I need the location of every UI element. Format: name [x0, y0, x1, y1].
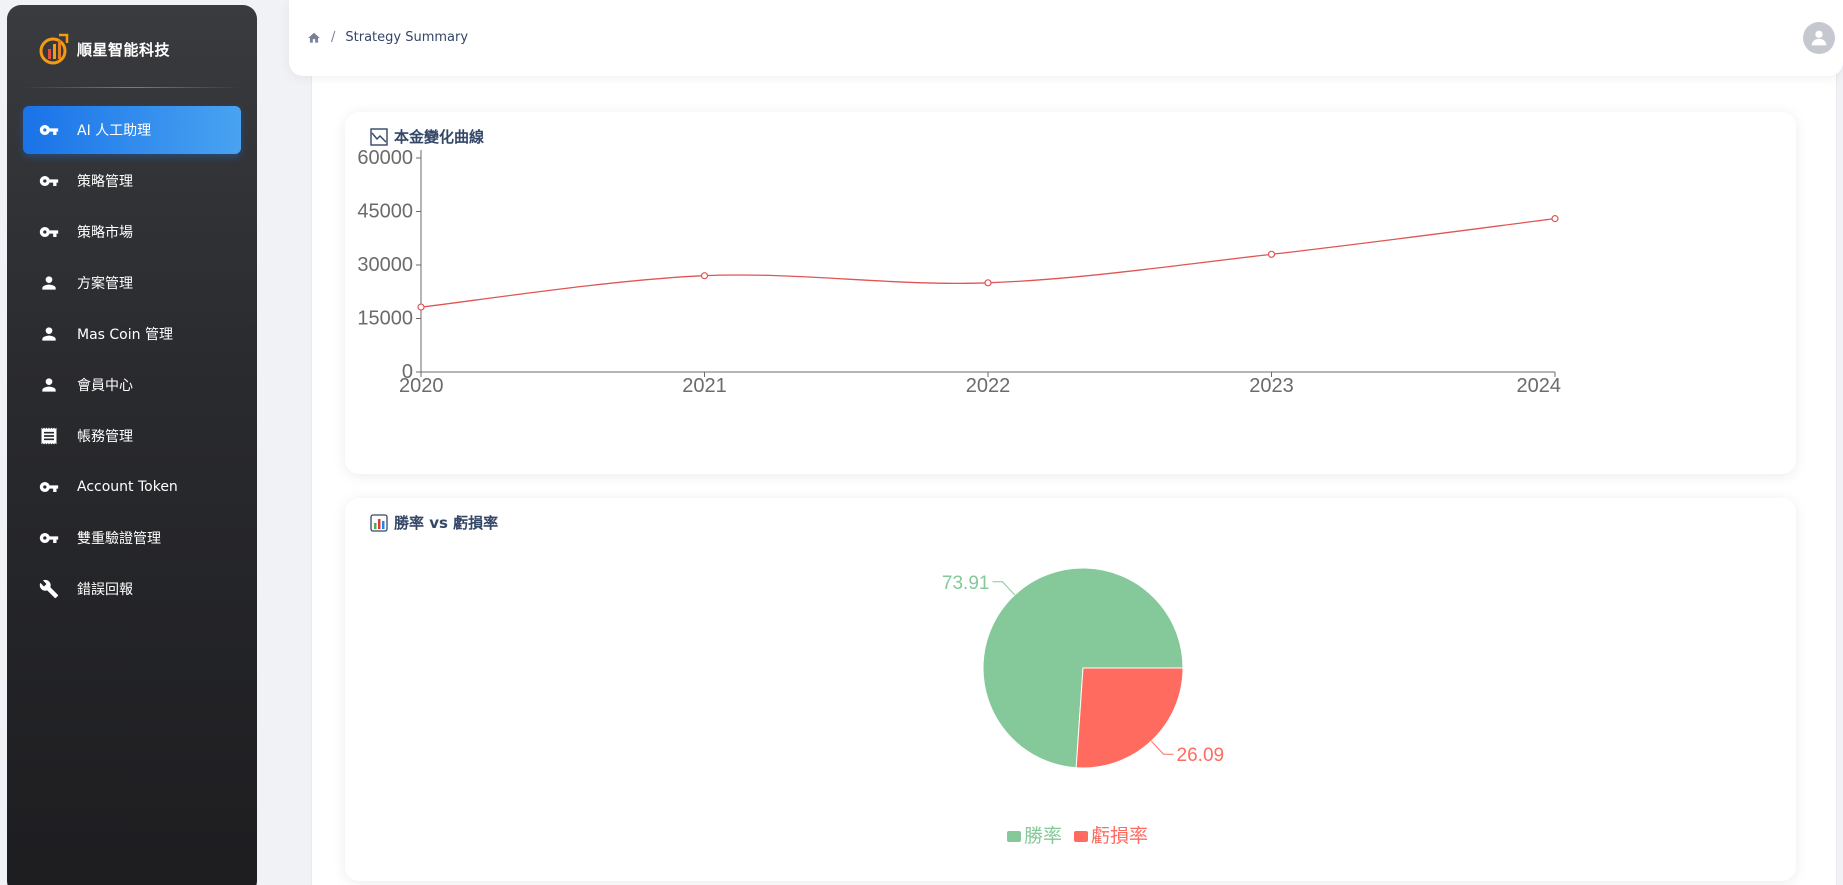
breadcrumb-separator: /	[331, 30, 336, 45]
y-tick-label: 60000	[357, 147, 413, 169]
wrench-icon	[39, 579, 59, 599]
data-point[interactable]	[1551, 215, 1559, 223]
brand[interactable]: 順星智能科技	[37, 29, 170, 69]
series-line	[420, 217, 1556, 308]
person-icon	[39, 375, 59, 395]
sidebar-item-2[interactable]: 策略市場	[23, 208, 241, 256]
sidebar-item-8[interactable]: 雙重驗證管理	[23, 514, 241, 562]
line-chart-icon	[370, 127, 388, 146]
breadcrumb-current: Strategy Summary	[345, 30, 469, 45]
person-icon	[39, 324, 59, 344]
x-tick-label: 2022	[966, 375, 1011, 397]
avatar[interactable]	[1803, 22, 1835, 54]
x-tick-label: 2020	[399, 375, 444, 397]
breadcrumb: / Strategy Summary	[307, 30, 468, 45]
x-tick-label: 2024	[1517, 375, 1562, 397]
pie-slice[interactable]	[1075, 667, 1184, 769]
sidebar-divider	[23, 87, 241, 88]
sidebar-item-label: 策略市場	[77, 225, 133, 241]
y-tick-label: 45000	[357, 201, 413, 223]
content-panel: 本金變化曲線 0 15000 30000 45000 60000 2020 2021 2022…	[312, 20, 1836, 885]
x-tick-label: 2021	[682, 375, 727, 397]
pie-value-label: 73.91	[942, 573, 990, 594]
legend-label[interactable]: 勝率	[1024, 825, 1062, 847]
sidebar-item-4[interactable]: Mas Coin 管理	[23, 310, 241, 358]
capital-curve-card: 本金變化曲線 0 15000 30000 45000 60000 2020 2021 2022…	[345, 112, 1796, 474]
sidebar-item-label: AI 人工助理	[77, 123, 152, 139]
brand-logo-icon	[39, 33, 69, 65]
sidebar-item-label: 方案管理	[77, 276, 133, 292]
sidebar-item-0[interactable]: AI 人工助理	[23, 106, 241, 154]
data-point[interactable]	[984, 279, 992, 287]
winrate-card: 勝率 vs 虧損率 73.91 26.09 勝率 虧損率	[345, 498, 1796, 881]
sidebar-item-label: 雙重驗證管理	[77, 531, 161, 547]
receipt-icon	[39, 426, 59, 446]
pie-label-line	[1150, 740, 1174, 755]
sidebar-item-7[interactable]: Account Token	[23, 463, 241, 511]
y-tick-label: 0	[402, 361, 413, 383]
data-point[interactable]	[1267, 250, 1276, 258]
key-icon	[39, 222, 59, 242]
pie-label-line	[992, 581, 1016, 596]
sidebar-item-label: Mas Coin 管理	[77, 327, 173, 343]
sidebar-nav: AI 人工助理 策略管理策略市場方案管理 Mas Coin 管理 會員中心帳務管理 Ac…	[23, 106, 241, 616]
legend-label[interactable]: 虧損率	[1091, 825, 1148, 847]
person-icon	[39, 273, 59, 293]
legend-swatch	[1074, 831, 1088, 842]
pie-value-label: 26.09	[1177, 745, 1225, 766]
sidebar-item-label: Account Token	[77, 479, 178, 495]
winrate-title-text: 勝率 vs 虧損率	[394, 514, 499, 532]
sidebar-item-6[interactable]: 帳務管理	[23, 412, 241, 460]
home-icon[interactable]	[307, 31, 321, 45]
top-navbar: / Strategy Summary	[289, 0, 1843, 76]
key-icon	[39, 120, 59, 140]
capital-line-chart: 0 15000 30000 45000 60000 2020 2021 2022 2023 202…	[357, 147, 1562, 397]
y-tick-label: 15000	[357, 308, 413, 330]
key-icon	[39, 528, 59, 548]
sidebar-item-5[interactable]: 會員中心	[23, 361, 241, 409]
sidebar-item-3[interactable]: 方案管理	[23, 259, 241, 307]
data-point[interactable]	[417, 303, 425, 311]
data-point[interactable]	[700, 272, 709, 280]
user-avatar-icon	[1811, 30, 1827, 46]
sidebar: 順星智能科技 AI 人工助理 策略管理策略市場方案管理 Mas Coin 管理 會員中…	[7, 5, 257, 885]
capital-curve-title: 本金變化曲線	[370, 126, 484, 147]
key-icon	[39, 477, 59, 497]
key-icon	[39, 171, 59, 191]
sidebar-item-label: 策略管理	[77, 174, 133, 190]
sidebar-item-1[interactable]: 策略管理	[23, 157, 241, 205]
sidebar-item-label: 錯誤回報	[77, 582, 133, 598]
x-tick-label: 2023	[1249, 375, 1294, 397]
capital-curve-title-text: 本金變化曲線	[394, 128, 485, 146]
winrate-title: 勝率 vs 虧損率	[370, 512, 498, 533]
legend-swatch	[1007, 831, 1021, 842]
y-tick-label: 30000	[357, 254, 413, 276]
bar-chart-icon	[370, 513, 388, 532]
sidebar-item-label: 會員中心	[77, 378, 133, 394]
winrate-pie-chart: 73.91 26.09 勝率 虧損率	[942, 567, 1225, 847]
sidebar-item-9[interactable]: 錯誤回報	[23, 565, 241, 613]
sidebar-item-label: 帳務管理	[77, 429, 133, 445]
brand-name: 順星智能科技	[77, 40, 171, 59]
